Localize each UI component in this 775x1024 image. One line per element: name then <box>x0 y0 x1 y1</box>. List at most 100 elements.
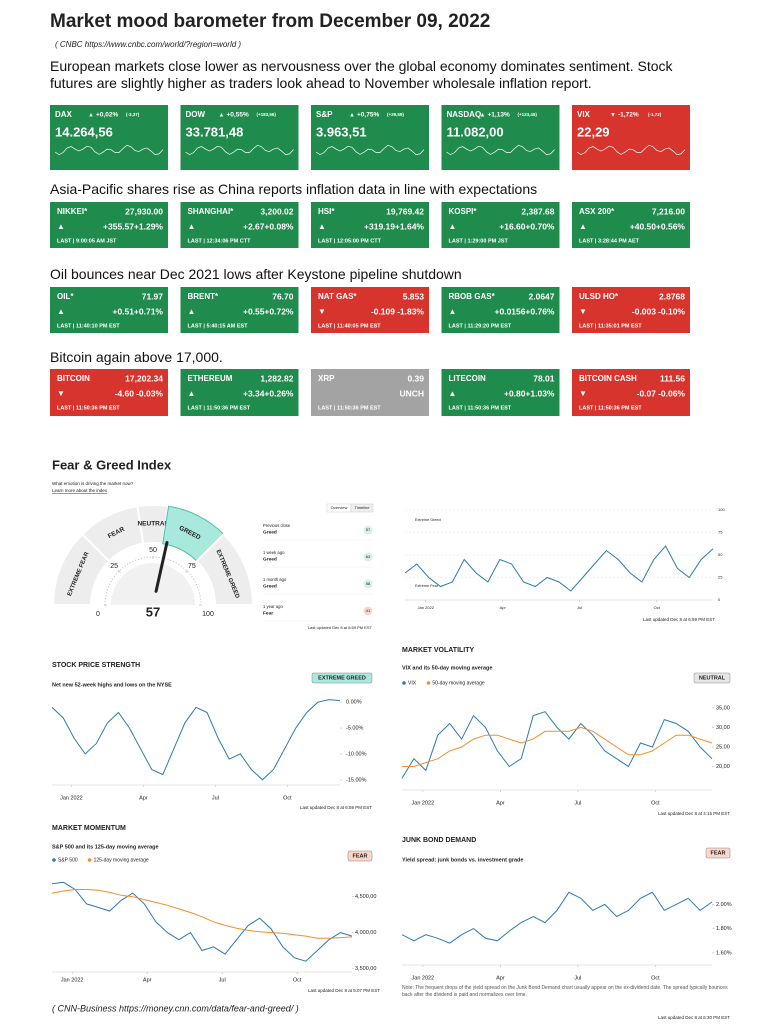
tile-pct: +1.03% <box>525 388 555 398</box>
tile-pct: +1,13% <box>488 112 510 119</box>
gauge-value: 57 <box>146 604 160 619</box>
tile-name: DOW <box>186 110 206 119</box>
legend-label: 50-day moving average <box>432 680 484 686</box>
tile-pct: +1.64% <box>395 221 425 231</box>
tile-pct: +0.72% <box>264 306 294 316</box>
tile-name: VIX <box>577 110 591 119</box>
history-badge <box>363 606 373 616</box>
tile-change: +0.80 <box>504 388 526 398</box>
tile-price: 33.781,48 <box>186 124 244 139</box>
annotation: Extreme Fear <box>415 584 439 588</box>
y-tick-label: 25,00 <box>716 744 730 750</box>
chart-subtitle: Yield spread: junk bonds vs. investment … <box>402 857 523 863</box>
chart-title: MARKET VOLATILITY <box>402 647 475 654</box>
series-line <box>401 711 713 779</box>
gauge-tick-label: 75 <box>188 563 196 570</box>
tile-arrow: ▲ <box>449 222 457 231</box>
sparkline <box>315 144 425 156</box>
x-tick-label: Oct <box>293 977 302 983</box>
tile-price: 22,29 <box>577 124 610 139</box>
y-tick-label: 0.00% <box>346 700 362 706</box>
quote-tile <box>572 369 690 416</box>
x-tick-label: Jul <box>577 605 582 610</box>
tile-pct: -0.03% <box>136 388 163 398</box>
tile-time: LAST | 11:29:20 PM EST <box>449 323 512 329</box>
tile-time: LAST | 12:34:06 PM CTT <box>188 238 252 244</box>
series-line <box>404 545 714 592</box>
tile-pct: +0,55% <box>227 112 249 119</box>
y-tick-label: 100 <box>718 507 725 512</box>
x-tick-label: Jan 2022 <box>61 977 84 983</box>
badge-label: NEUTRAL <box>699 675 726 681</box>
tile-name: XRP <box>318 374 335 383</box>
chart-title: STOCK PRICE STRENGTH <box>52 662 140 669</box>
tile-arrow: ▼ <box>579 389 587 398</box>
tile-change: -0.07 <box>637 388 657 398</box>
series-line <box>51 889 353 939</box>
quote-tile <box>311 287 429 333</box>
tile-name: ASX 200* <box>579 207 615 216</box>
tile-pct: -1.83% <box>397 306 424 316</box>
gauge-tick-label: 50 <box>149 547 157 554</box>
chart-subtitle: VIX and its 50-day moving average <box>402 665 492 671</box>
tile-change: -0.109 <box>371 306 395 316</box>
y-tick-label: 35,00 <box>716 705 730 711</box>
quote-tile <box>441 369 560 416</box>
quote-tile <box>50 202 168 248</box>
tile-price: 0.39 <box>407 373 424 383</box>
quote-tile <box>441 287 560 333</box>
quote-tile <box>572 105 690 170</box>
gauge-zone <box>195 532 255 606</box>
y-tick-label: 3,500,00 <box>355 966 376 972</box>
tab[interactable] <box>350 503 374 513</box>
tile-arrow: ▲ <box>188 222 196 231</box>
fg-subtitle: What emotion is driving the market now? <box>52 481 134 486</box>
quote-tile <box>180 202 299 248</box>
x-tick-label: Apr <box>500 605 507 610</box>
tile-price: 2.8768 <box>659 291 685 301</box>
tile-pct: -1,72% <box>618 112 639 119</box>
tile-pct: -0.10% <box>658 306 685 316</box>
footer: ( CNN-Business https://money.cnn.com/dat… <box>52 1003 299 1013</box>
series-line <box>51 881 353 962</box>
x-tick-label: Jan 2022 <box>417 605 434 610</box>
tile-change: -0.003 <box>632 306 656 316</box>
gauge-tick <box>185 570 188 573</box>
sparkline <box>54 144 164 156</box>
zone-label: NEUTRAL <box>137 521 168 528</box>
gauge-tick <box>118 570 121 573</box>
tile-arrow: ▲ <box>480 113 486 119</box>
tile-arrow: ▲ <box>579 222 587 231</box>
tile-price: 111.56 <box>660 373 685 383</box>
badge-label: FEAR <box>353 853 368 859</box>
tile-change: UNCH <box>399 388 424 398</box>
tile-name: S&P <box>316 110 333 119</box>
page-title: Market mood barometer from December 09, … <box>50 11 490 32</box>
tile-time: LAST | 11:50:36 PM EST <box>579 405 642 411</box>
quote-tile <box>441 202 560 248</box>
tile-pct: +0.76% <box>525 306 555 316</box>
y-tick-label: 30,00 <box>716 725 730 731</box>
section-heading: Oil bounces near Dec 2021 lows after Key… <box>50 266 462 282</box>
y-tick-label: 1.80% <box>716 926 732 932</box>
x-tick-label: Oct <box>283 795 292 801</box>
history-rating: Greed <box>263 583 277 589</box>
tile-arrow: ▲ <box>57 222 65 231</box>
x-tick-label: Apr <box>496 975 505 981</box>
quote-tile <box>572 202 690 248</box>
quote-tile <box>311 369 429 416</box>
x-tick-label: Jan 2022 <box>412 975 435 981</box>
tab-label[interactable]: Overview <box>331 505 348 510</box>
tile-time: LAST | 11:50:36 PM EST <box>449 405 512 411</box>
tile-change: (-1,72) <box>648 112 662 117</box>
tile-price: 7,216.00 <box>652 206 685 216</box>
tile-arrow: ▲ <box>188 389 196 398</box>
tab-label[interactable]: Timeline <box>355 505 371 510</box>
tile-time: LAST | 11:40:10 PM EST <box>57 323 120 329</box>
series-line <box>51 699 341 781</box>
series-line <box>402 726 713 767</box>
fg-link[interactable]: Learn more about the index <box>52 488 108 493</box>
tile-pct: +0.56% <box>656 221 686 231</box>
tile-pct: +0.26% <box>264 388 294 398</box>
